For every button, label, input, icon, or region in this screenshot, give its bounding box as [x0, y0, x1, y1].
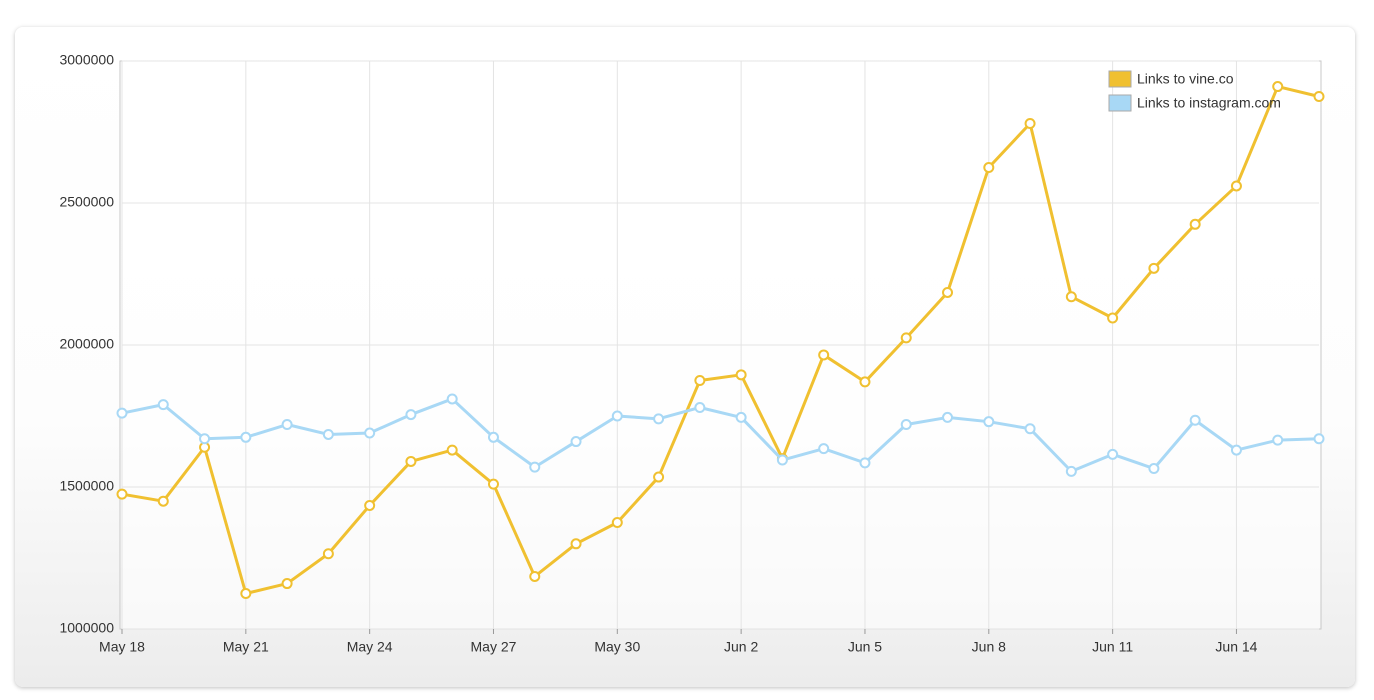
data-point — [570, 538, 582, 550]
x-tick-label: May 27 — [471, 639, 517, 655]
data-point — [116, 407, 128, 419]
series-line — [121, 397, 1320, 473]
data-point — [405, 455, 417, 467]
data-point — [364, 427, 376, 439]
legend-label: Links to instagram.com — [1137, 95, 1281, 111]
data-point — [983, 416, 995, 428]
legend-label: Links to vine.co — [1137, 71, 1234, 87]
data-point — [653, 413, 665, 425]
x-tick-label: May 21 — [223, 639, 269, 655]
x-tick-label: Jun 11 — [1092, 639, 1133, 655]
y-tick-label: 2500000 — [59, 194, 114, 210]
data-point — [694, 401, 706, 413]
y-tick-label: 2000000 — [59, 336, 114, 352]
data-point — [281, 419, 293, 431]
data-point — [1272, 434, 1284, 446]
data-point — [942, 411, 954, 423]
data-point — [240, 431, 252, 443]
data-point — [611, 410, 623, 422]
data-point — [446, 393, 458, 405]
data-point — [199, 433, 211, 445]
legend-item: Links to instagram.com — [1108, 94, 1281, 112]
data-point — [570, 436, 582, 448]
data-point — [735, 369, 747, 381]
y-tick-label: 3000000 — [59, 52, 114, 68]
data-point — [942, 286, 954, 298]
x-tick-label: May 30 — [594, 639, 640, 655]
legend-swatch — [1108, 70, 1132, 88]
data-point — [1107, 448, 1119, 460]
data-point — [487, 478, 499, 490]
data-point — [1065, 465, 1077, 477]
x-tick-label: May 24 — [347, 639, 393, 655]
data-point — [983, 162, 995, 173]
data-point — [611, 517, 623, 528]
data-point — [1313, 433, 1325, 445]
data-point — [1024, 117, 1036, 129]
data-point — [776, 454, 788, 466]
data-point — [859, 376, 871, 388]
data-point — [157, 399, 169, 411]
data-point — [281, 578, 293, 590]
y-tick-label: 1500000 — [59, 478, 114, 494]
data-point — [1148, 262, 1160, 274]
data-point — [364, 499, 376, 511]
y-tick-label: 1000000 — [59, 620, 114, 636]
data-point — [735, 411, 747, 423]
data-point — [694, 375, 706, 386]
data-point — [240, 588, 252, 599]
legend-swatch — [1108, 94, 1132, 112]
data-point — [1230, 444, 1242, 456]
data-point — [1313, 91, 1325, 102]
data-point — [116, 488, 128, 500]
data-point — [529, 461, 541, 473]
data-point — [1189, 218, 1201, 230]
data-point — [1024, 423, 1036, 435]
legend-item: Links to vine.co — [1108, 70, 1234, 88]
x-tick-label: Jun 2 — [724, 639, 758, 655]
data-point — [487, 431, 499, 443]
data-point — [1065, 291, 1077, 303]
x-tick-label: Jun 8 — [972, 639, 1006, 655]
x-tick-label: Jun 5 — [848, 639, 882, 655]
data-point — [157, 495, 169, 507]
data-point — [322, 428, 334, 440]
data-point — [653, 471, 665, 483]
x-tick-label: Jun 14 — [1215, 639, 1257, 655]
x-tick-label: May 18 — [99, 639, 145, 655]
data-point — [1189, 414, 1201, 426]
data-point — [1272, 81, 1284, 93]
data-point — [900, 419, 912, 431]
data-point — [1230, 180, 1242, 192]
data-point — [818, 443, 830, 455]
data-point — [405, 409, 417, 421]
data-point — [900, 332, 912, 344]
data-point — [1148, 463, 1160, 475]
data-point — [529, 570, 541, 582]
data-point — [859, 457, 871, 469]
data-point — [1107, 312, 1119, 324]
data-point — [446, 444, 458, 456]
data-point — [818, 349, 830, 361]
data-point — [322, 548, 334, 560]
series-line — [121, 85, 1320, 595]
